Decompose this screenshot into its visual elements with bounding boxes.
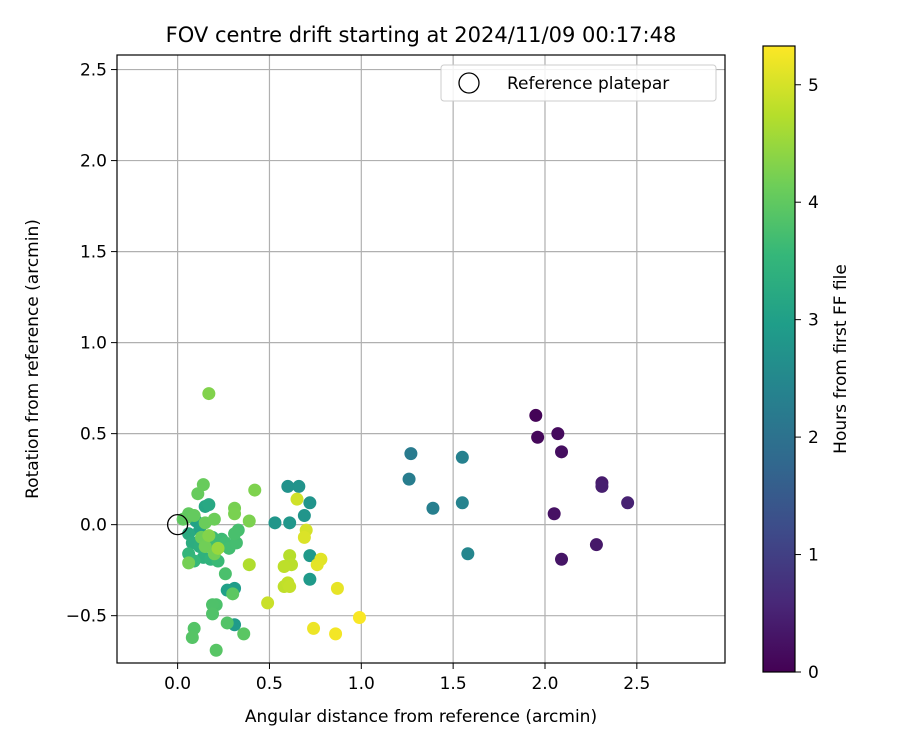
data-point xyxy=(207,512,221,526)
data-point xyxy=(297,509,311,523)
data-point xyxy=(329,627,343,641)
colorbar xyxy=(762,45,796,673)
colorbar-tick-label: 0 xyxy=(808,663,819,683)
y-tick-label: 1.0 xyxy=(80,334,107,354)
grid xyxy=(117,55,725,663)
colorbar-tick-label: 1 xyxy=(808,546,819,566)
colorbar-tick-label: 3 xyxy=(808,311,819,331)
data-point xyxy=(206,598,220,612)
data-point xyxy=(283,516,297,530)
data-point xyxy=(261,596,275,610)
data-point xyxy=(303,496,317,510)
data-point xyxy=(290,492,304,506)
data-point xyxy=(531,430,545,444)
data-point xyxy=(202,498,216,512)
data-point xyxy=(237,627,251,641)
data-point xyxy=(209,643,223,657)
y-tick-label: −0.5 xyxy=(66,607,107,627)
data-point xyxy=(589,538,603,552)
data-point xyxy=(461,547,475,561)
x-tick-label: 1.0 xyxy=(348,674,375,694)
data-point xyxy=(277,560,291,574)
y-tick-label: 2.5 xyxy=(80,61,107,81)
data-point xyxy=(228,507,242,521)
data-point xyxy=(202,387,216,401)
data-point xyxy=(303,549,317,563)
data-point xyxy=(555,445,569,459)
colorbar-tick-label: 4 xyxy=(808,193,819,213)
y-axis-label: Rotation from reference (arcmin) xyxy=(23,219,43,499)
reference-marker xyxy=(166,514,189,536)
x-tick-label: 0.5 xyxy=(256,674,283,694)
data-point xyxy=(226,587,240,601)
x-axis: 0.0 0.5 1.0 1.5 2.0 2.5 xyxy=(164,663,650,694)
y-axis: −0.5 0.0 0.5 1.0 1.5 2.0 2.5 xyxy=(66,61,117,627)
data-point xyxy=(297,530,311,544)
data-point xyxy=(211,541,225,555)
legend-marker-icon xyxy=(458,72,480,94)
data-point xyxy=(242,558,256,572)
data-point xyxy=(352,610,366,624)
data-point xyxy=(307,621,321,635)
colorbar-label: Hours from first FF file xyxy=(831,264,851,454)
data-point xyxy=(202,529,216,543)
data-point xyxy=(402,472,416,486)
data-point xyxy=(268,516,282,530)
data-point xyxy=(595,479,609,493)
scatter-points xyxy=(176,387,635,657)
data-point xyxy=(303,572,317,586)
data-point xyxy=(196,478,210,492)
legend-box xyxy=(440,64,717,102)
data-point xyxy=(455,450,469,464)
data-point xyxy=(551,427,565,441)
data-point xyxy=(242,514,256,528)
data-point xyxy=(310,558,324,572)
legend: Reference platepar xyxy=(440,64,717,102)
x-tick-label: 1.5 xyxy=(440,674,467,694)
data-point xyxy=(206,607,220,621)
colorbar-tick-label: 5 xyxy=(808,76,819,96)
data-point xyxy=(426,501,440,515)
data-point xyxy=(529,408,543,422)
x-tick-label: 0.0 xyxy=(164,674,191,694)
data-point xyxy=(404,447,418,461)
y-tick-label: 1.5 xyxy=(80,243,107,263)
data-point xyxy=(555,552,569,566)
data-point xyxy=(547,507,561,521)
x-tick-label: 2.5 xyxy=(623,674,650,694)
plot-area-frame xyxy=(116,54,726,664)
data-point xyxy=(621,496,635,510)
data-point xyxy=(248,483,262,497)
y-tick-label: 0.0 xyxy=(80,516,107,536)
data-point xyxy=(182,556,196,570)
data-point xyxy=(198,539,212,553)
data-point xyxy=(220,616,234,630)
data-point xyxy=(455,496,469,510)
colorbar-tick-label: 2 xyxy=(808,428,819,448)
data-point xyxy=(218,567,232,581)
chart-title: FOV centre drift starting at 2024/11/09 … xyxy=(166,23,677,47)
data-point xyxy=(185,631,199,645)
reference-point xyxy=(166,514,189,536)
y-tick-label: 2.0 xyxy=(80,152,107,172)
x-axis-label: Angular distance from reference (arcmin) xyxy=(245,707,597,727)
data-point xyxy=(283,580,297,594)
data-point xyxy=(292,479,306,493)
x-tick-label: 2.0 xyxy=(531,674,558,694)
data-point xyxy=(281,479,295,493)
legend-label: Reference platepar xyxy=(507,74,669,94)
data-point xyxy=(330,581,344,595)
y-tick-label: 0.5 xyxy=(80,425,107,445)
data-point xyxy=(228,527,242,541)
data-point xyxy=(187,509,201,523)
colorbar-axis: 0 1 2 3 4 5 xyxy=(795,76,819,683)
